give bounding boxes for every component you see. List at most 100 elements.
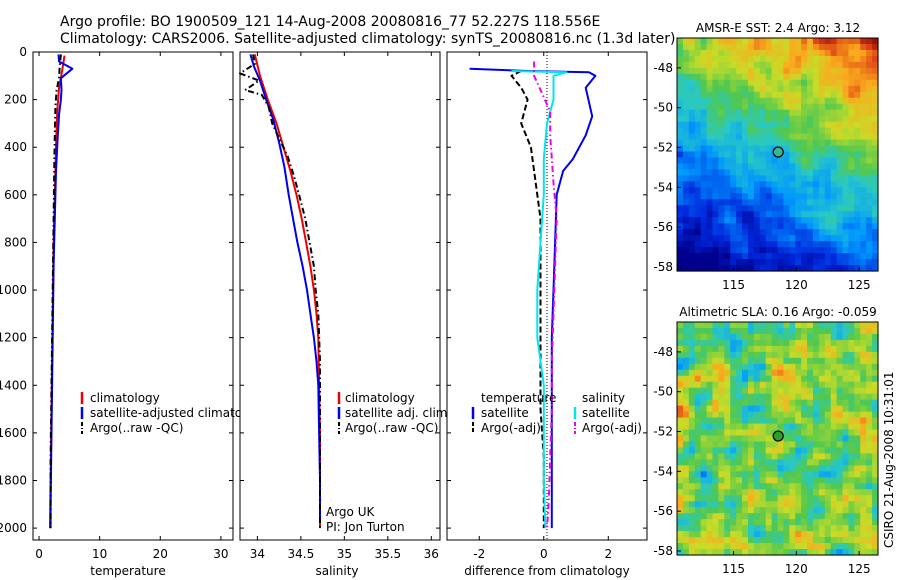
map-cell: [730, 441, 737, 449]
map-cell: [848, 471, 855, 478]
map-cell: [742, 127, 749, 135]
map-cell: [830, 393, 838, 401]
map-cell: [736, 543, 743, 550]
map-cell: [753, 85, 761, 93]
map-cell: [712, 339, 719, 347]
map-cell: [777, 259, 785, 266]
map-cell: [783, 453, 790, 461]
map-cell: [866, 38, 873, 45]
map-cell: [842, 151, 850, 159]
map-cell: [818, 381, 826, 389]
map-cell: [854, 187, 861, 194]
map-cell: [789, 327, 796, 335]
map-cell: [712, 333, 719, 341]
sla-map-panel: Altimetric SLA: 0.16 Argo: -0.059 115 120…: [653, 305, 879, 576]
map-cell: [736, 489, 743, 496]
map-cell: [712, 381, 719, 389]
map-cell: [872, 333, 879, 341]
map-cell: [718, 223, 725, 230]
map-cell: [730, 61, 737, 69]
map-cell: [777, 121, 785, 129]
map-border: [676, 321, 879, 556]
map-cell: [688, 357, 696, 365]
map-cell: [801, 322, 808, 329]
map-cell: [824, 229, 832, 236]
map-cell: [747, 417, 755, 425]
map-cell: [824, 489, 832, 496]
map-cell: [830, 133, 838, 141]
map-cell: [718, 85, 725, 93]
map-cell: [753, 483, 761, 490]
map-cell: [789, 387, 796, 395]
map-cell: [694, 453, 702, 461]
map-cell: [742, 91, 749, 99]
map-cell: [807, 525, 814, 532]
map-cell: [818, 543, 826, 550]
map-cell: [771, 139, 779, 147]
map-cell: [854, 435, 861, 443]
map-cell: [818, 73, 826, 81]
map-cell: [712, 241, 719, 248]
map-cell: [730, 393, 737, 401]
map-cell: [801, 537, 808, 544]
map-cell: [688, 103, 696, 111]
map-cell: [801, 369, 808, 377]
map-cell: [866, 483, 873, 490]
map-cell: [824, 97, 832, 105]
map-cell: [848, 507, 855, 514]
map-cell: [706, 501, 714, 508]
map-cell: [824, 453, 832, 461]
map-cell: [682, 387, 690, 395]
map-cell: [736, 193, 743, 200]
map-cell: [801, 163, 808, 171]
map-cell: [872, 537, 879, 544]
map-cell: [807, 133, 814, 141]
map-cell: [789, 109, 796, 117]
map-cell: [759, 151, 767, 159]
map-cell: [872, 115, 879, 123]
map-cell: [688, 513, 696, 520]
map-cell: [765, 387, 773, 395]
map-cell: [753, 199, 761, 206]
map-cell: [694, 127, 702, 135]
map-cell: [789, 85, 796, 93]
map-cell: [694, 43, 702, 51]
map-cell: [812, 235, 820, 242]
map-cell: [807, 217, 814, 224]
map-cell: [801, 441, 808, 449]
map-cell: [771, 205, 779, 212]
map-cell: [872, 357, 879, 365]
map-cell: [730, 235, 737, 242]
difference-ticks: -2 0 2: [447, 51, 647, 561]
map-cell: [700, 489, 708, 496]
map-cell: [842, 157, 850, 165]
map-cell: [688, 229, 696, 236]
map-cell: [700, 387, 708, 395]
map-cell: [688, 211, 696, 218]
map-cell: [848, 73, 855, 81]
map-cell: [724, 193, 731, 200]
map-cell: [795, 121, 802, 129]
map-cell: [730, 519, 737, 526]
map-cell: [801, 411, 808, 419]
map-cell: [836, 333, 844, 341]
map-cell: [783, 387, 790, 395]
map-cell: [848, 193, 855, 200]
map-cell: [736, 537, 743, 544]
map-cell: [765, 531, 773, 538]
map-cell: [812, 103, 820, 111]
map-cell: [712, 465, 719, 472]
map-cell: [783, 381, 790, 389]
map-cell: [866, 393, 873, 401]
map-cell: [830, 121, 838, 129]
map-cell: [724, 369, 731, 377]
map-cell: [730, 333, 737, 341]
map-cell: [789, 187, 796, 194]
map-cell: [789, 441, 796, 449]
map-cell: [730, 351, 737, 359]
map-cell: [742, 235, 749, 242]
map-cell: [724, 139, 731, 147]
map-cell: [848, 223, 855, 230]
map-cell: [872, 519, 879, 526]
map-cell: [718, 91, 725, 99]
